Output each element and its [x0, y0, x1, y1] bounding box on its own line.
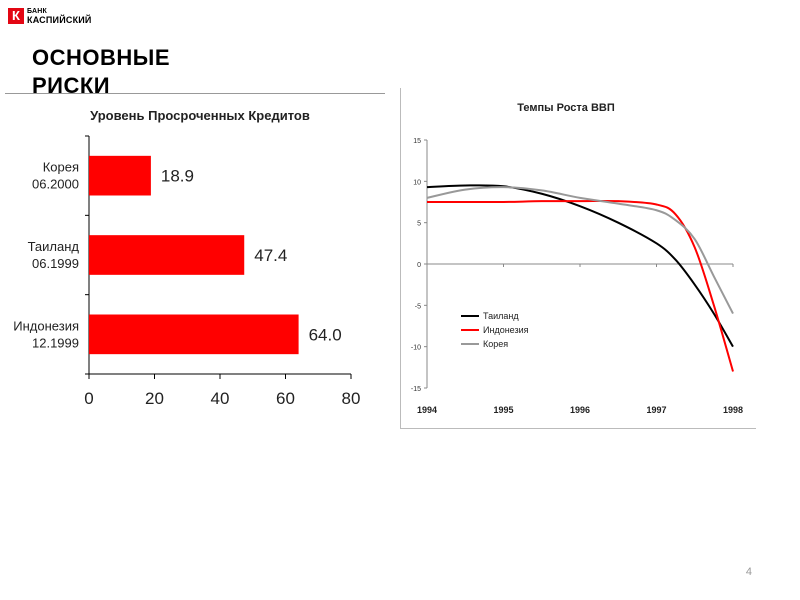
bar-x-tick-label: 40: [211, 389, 230, 408]
line-x-tick-label: 1994: [417, 405, 437, 415]
bar-category-date: 06.2000: [32, 177, 79, 192]
bar-chart-title: Уровень Просроченных Кредитов: [90, 108, 310, 123]
line-y-tick-label: 10: [413, 179, 421, 186]
bar-chart-svg: Уровень Просроченных Кредитов 18.9 Корея 0…: [13, 108, 361, 408]
bar-category-date: 12.1999: [32, 335, 79, 350]
slide-title-line-1: ОСНОВНЫЕ: [32, 45, 170, 70]
bar-value-label: 47.4: [254, 246, 287, 265]
bar-category-date: 06.1999: [32, 256, 79, 271]
legend-label: Индонезия: [483, 325, 529, 335]
line-chart-title: Темпы Роста ВВП: [517, 102, 615, 114]
bar-category-label: Индонезия: [13, 318, 79, 333]
series-line: [426, 184, 734, 348]
line-chart-svg: Темпы Роста ВВП 15 10 5 0 -5 -10 -15 1994 1995 19…: [411, 102, 743, 415]
series-line: [426, 186, 734, 315]
bar-x-tick-label: 0: [84, 389, 93, 408]
bank-logo: К БАНК КАСПИЙСКИЙ: [8, 8, 92, 25]
line-x-tick-label: 1995: [493, 405, 513, 415]
bar-category-label: Корея: [43, 160, 79, 175]
line-y-tick-label: -15: [411, 386, 421, 393]
slide-title: ОСНОВНЫЕ РИСКИ: [32, 44, 170, 100]
bar-x-tick-label: 60: [276, 389, 295, 408]
bar-x-tick-label: 20: [145, 389, 164, 408]
overdue-loans-chart: Уровень Просроченных Кредитов 18.9 Корея 0…: [5, 93, 385, 419]
bar: [89, 155, 151, 196]
bar: [89, 235, 245, 275]
logo-text: БАНК КАСПИЙСКИЙ: [27, 8, 92, 25]
line-x-tick-label: 1998: [723, 405, 743, 415]
legend-label: Корея: [483, 339, 508, 349]
line-y-tick-label: -10: [411, 345, 421, 352]
gdp-growth-chart: Темпы Роста ВВП 15 10 5 0 -5 -10 -15 1994 1995 19…: [400, 88, 756, 429]
line-y-tick-label: 5: [417, 221, 421, 228]
bar-x-tick-label: 80: [342, 389, 361, 408]
legend-label: Таиланд: [483, 311, 519, 321]
bar-category-label: Таиланд: [28, 239, 80, 254]
bar-value-label: 18.9: [161, 167, 194, 186]
series-line: [427, 199, 734, 372]
line-y-tick-label: 15: [413, 138, 421, 145]
line-y-tick-label: 0: [417, 262, 421, 269]
logo-line-1: БАНК: [27, 8, 47, 15]
logo-mark: К: [8, 8, 24, 24]
bar: [89, 314, 299, 355]
bar-value-label: 64.0: [309, 325, 342, 344]
line-y-tick-label: -5: [415, 303, 421, 310]
logo-line-2: КАСПИЙСКИЙ: [27, 15, 92, 25]
line-x-tick-label: 1996: [570, 405, 590, 415]
page-number: 4: [745, 566, 752, 578]
line-x-tick-label: 1997: [646, 405, 666, 415]
